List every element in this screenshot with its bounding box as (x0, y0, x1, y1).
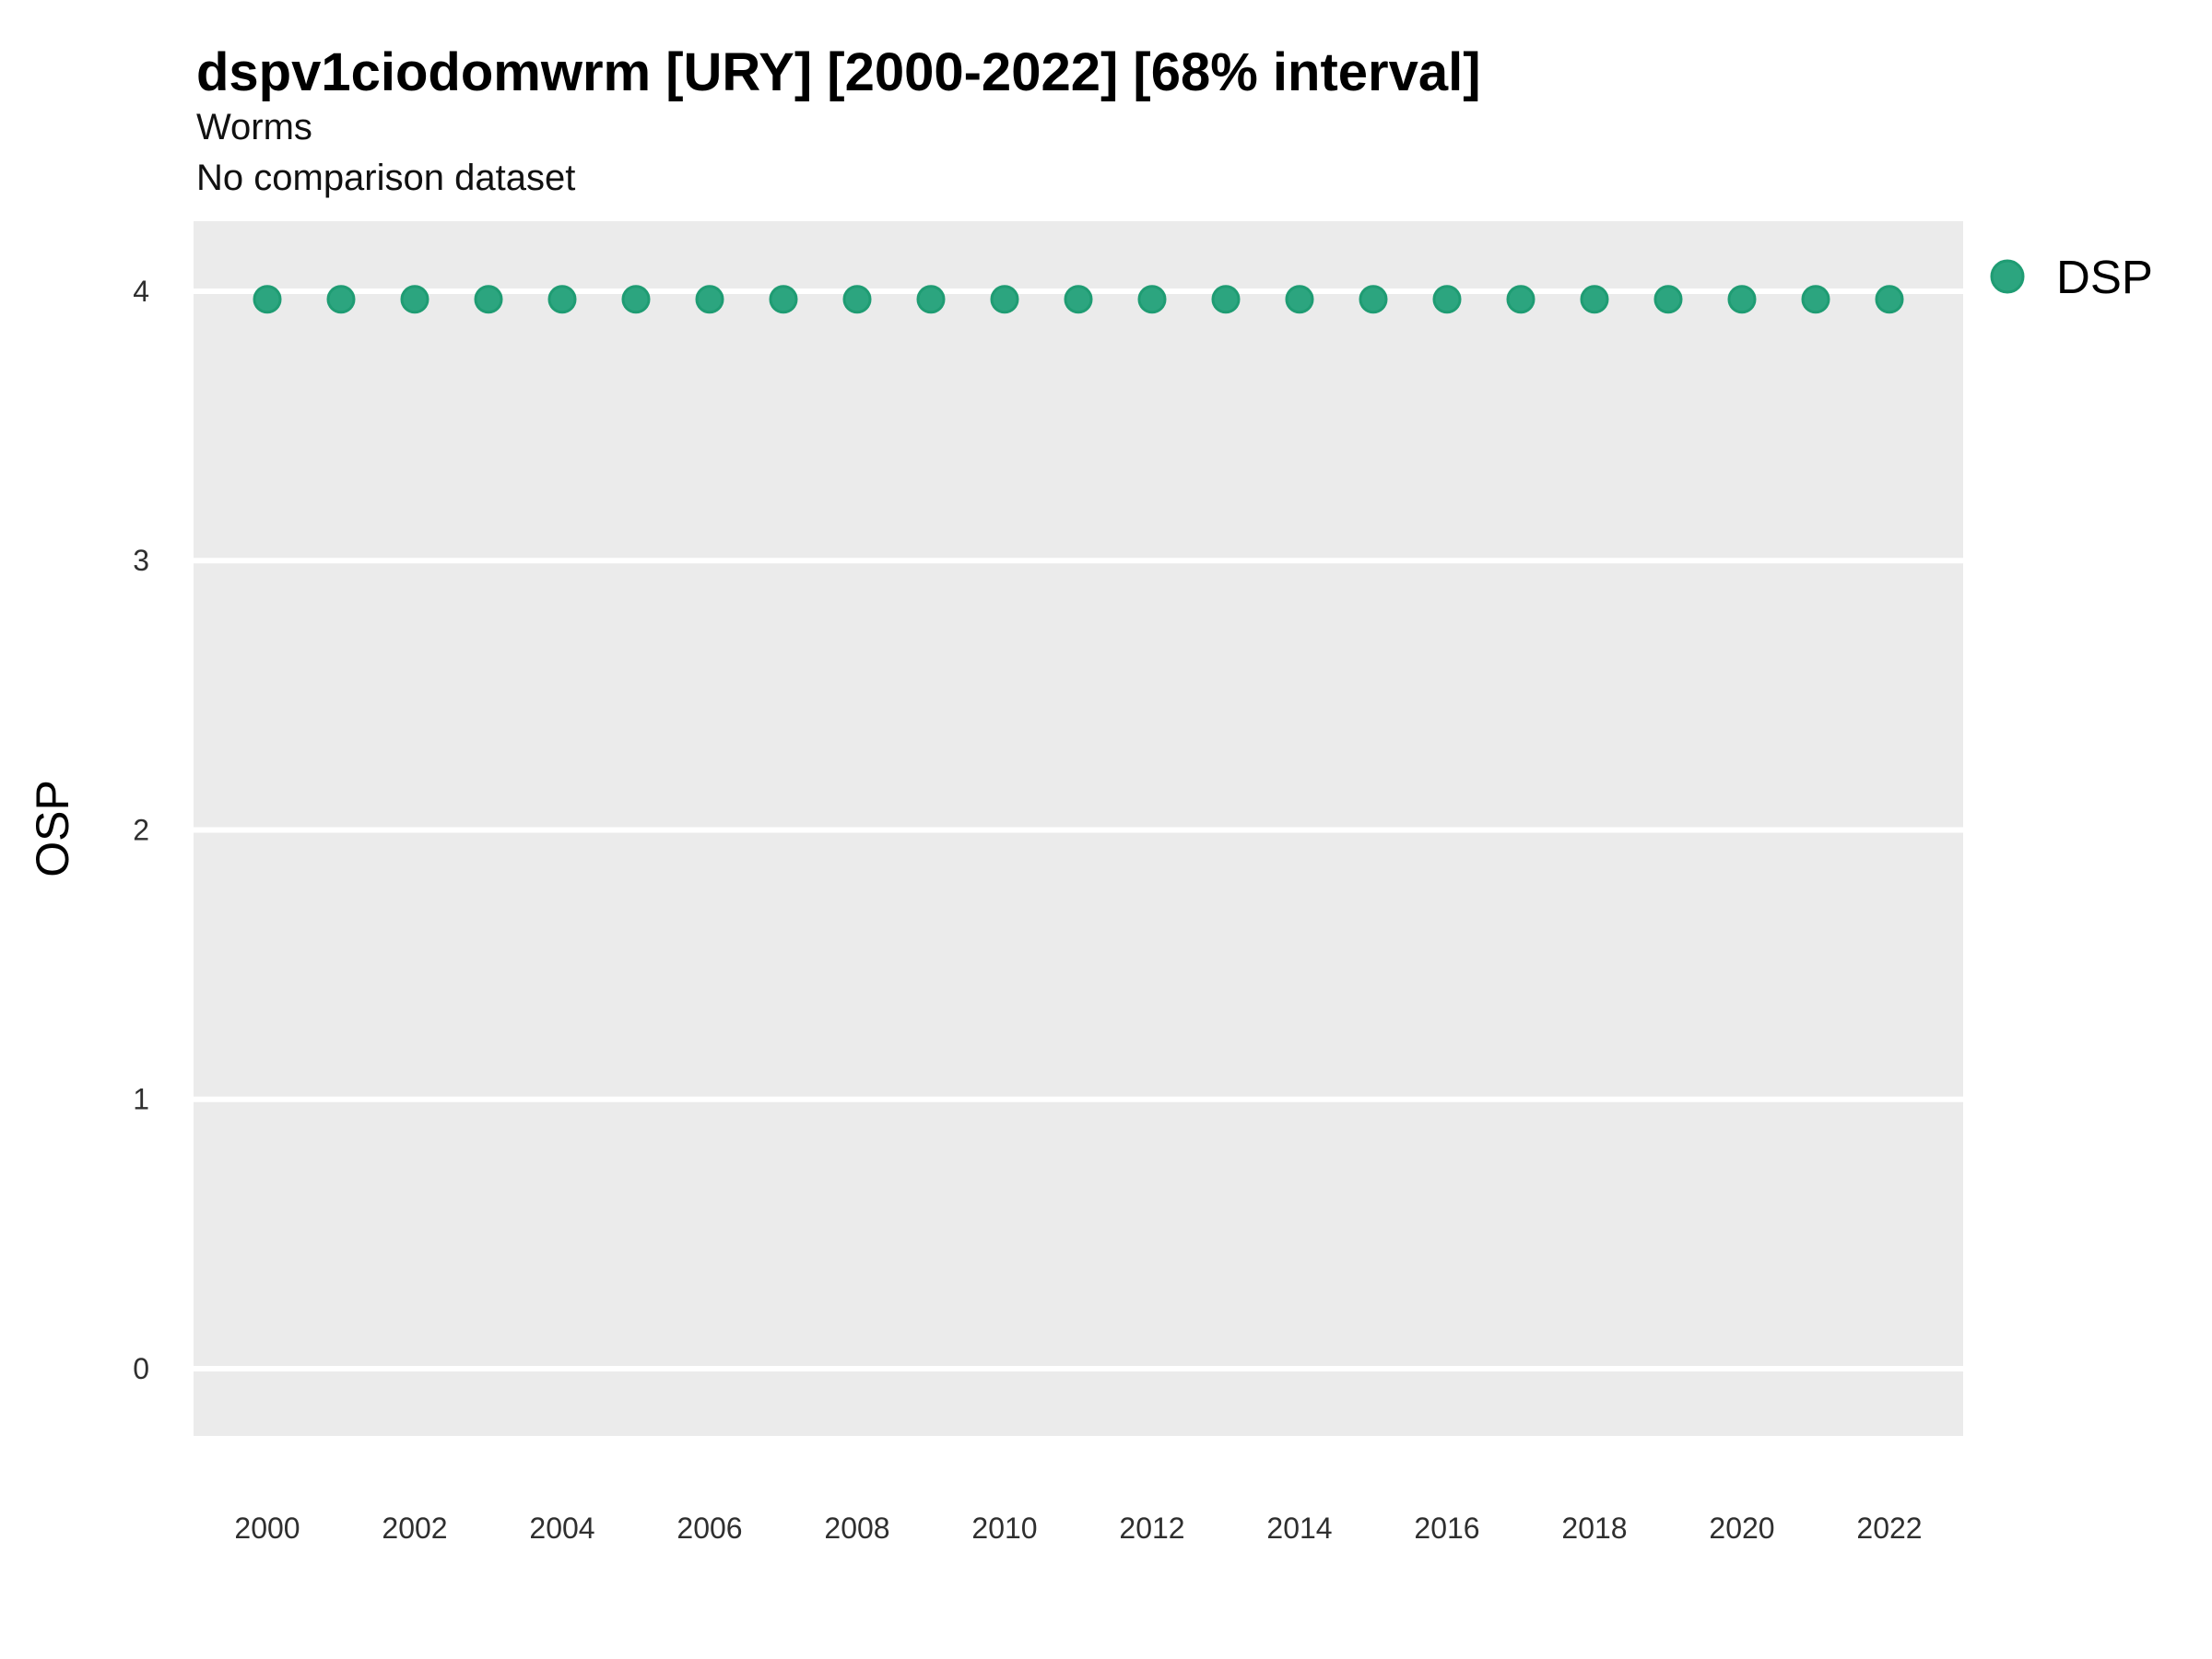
data-point-dsp-2009 (916, 285, 946, 314)
chart-subtitle-line2: No comparison dataset (196, 158, 575, 198)
y-tick-label-4: 4 (133, 275, 149, 308)
data-point-dsp-2016 (1432, 285, 1462, 314)
data-point-dsp-2001 (326, 285, 356, 314)
data-point-dsp-2007 (769, 285, 798, 314)
data-point-dsp-2005 (621, 285, 651, 314)
x-tick-label-2022: 2022 (1856, 1512, 1922, 1545)
x-tick-label-2018: 2018 (1561, 1512, 1627, 1545)
legend: DSP (1990, 251, 2153, 303)
x-tick-label-2000: 2000 (234, 1512, 300, 1545)
x-tick-label-2020: 2020 (1709, 1512, 1774, 1545)
x-tick-label-2006: 2006 (677, 1512, 742, 1545)
data-point-dsp-2012 (1137, 285, 1167, 314)
x-tick-label-2010: 2010 (971, 1512, 1037, 1545)
data-point-dsp-2006 (695, 285, 724, 314)
data-point-dsp-2022 (1875, 285, 1904, 314)
x-tick-label-2016: 2016 (1414, 1512, 1479, 1545)
data-point-dsp-2011 (1064, 285, 1093, 314)
data-point-dsp-2008 (842, 285, 872, 314)
data-point-dsp-2000 (253, 285, 282, 314)
data-point-dsp-2015 (1359, 285, 1388, 314)
data-point-dsp-2018 (1580, 285, 1609, 314)
data-point-dsp-2010 (990, 285, 1019, 314)
y-tick-label-2: 2 (133, 813, 149, 846)
y-tick-label-0: 0 (133, 1352, 149, 1385)
y-axis-title: OSP (27, 780, 78, 877)
x-tick-label-2014: 2014 (1266, 1512, 1332, 1545)
x-tick-label-2002: 2002 (382, 1512, 447, 1545)
data-point-dsp-2020 (1727, 285, 1757, 314)
legend-label: DSP (2056, 251, 2153, 303)
data-points-layer (253, 285, 1904, 314)
x-tick-label-2008: 2008 (824, 1512, 889, 1545)
chart-title: dspv1ciodomwrm [URY] [2000-2022] [68% in… (196, 42, 1481, 102)
data-point-dsp-2003 (474, 285, 503, 314)
data-point-dsp-2014 (1285, 285, 1314, 314)
legend-marker-icon (1990, 259, 2025, 294)
data-point-dsp-2019 (1653, 285, 1683, 314)
x-tick-label-2004: 2004 (529, 1512, 594, 1545)
x-tick-label-2012: 2012 (1119, 1512, 1184, 1545)
data-point-dsp-2013 (1211, 285, 1241, 314)
chart-subtitle-line1: Worms (196, 107, 312, 147)
data-point-dsp-2004 (547, 285, 577, 314)
plot-panel: 0 1 2 3 4 2000 2002 2004 2006 2008 2010 2012 2014 201… (133, 221, 1963, 1545)
data-point-dsp-2017 (1506, 285, 1535, 314)
data-point-dsp-2021 (1801, 285, 1830, 314)
y-tick-label-3: 3 (133, 544, 149, 577)
data-point-dsp-2002 (400, 285, 429, 314)
y-tick-label-1: 1 (133, 1083, 149, 1116)
